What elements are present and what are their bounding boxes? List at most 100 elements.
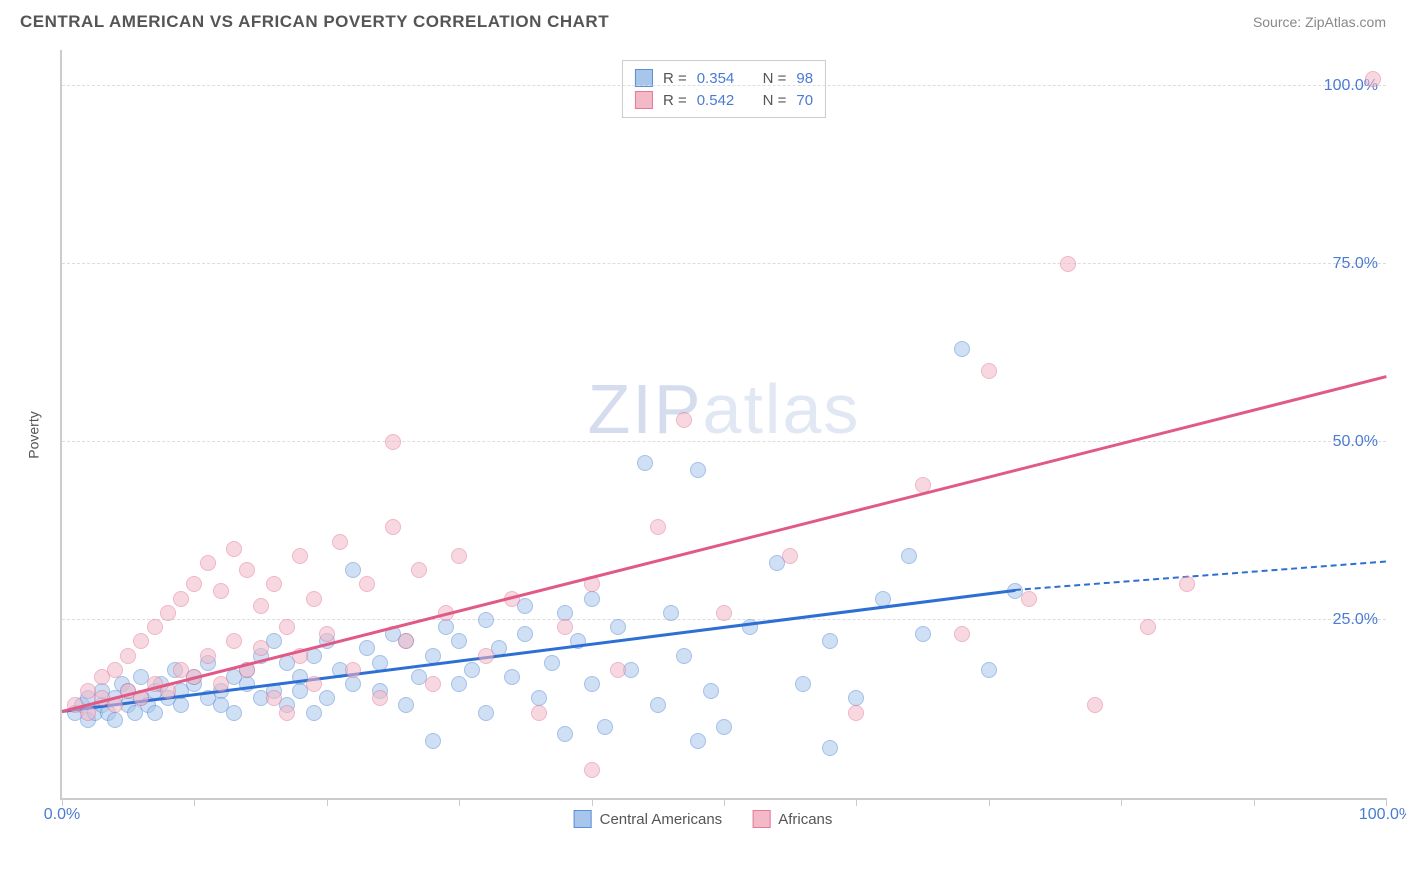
legend-item: Africans (752, 810, 832, 828)
scatter-point (782, 548, 798, 564)
x-tick-label: 100.0% (1359, 806, 1406, 824)
scatter-point (1021, 591, 1037, 607)
scatter-point (359, 640, 375, 656)
gridline (62, 85, 1386, 86)
watermark-zip: ZIP (588, 370, 703, 448)
scatter-point (981, 662, 997, 678)
legend-label: Africans (778, 811, 832, 828)
scatter-point (147, 705, 163, 721)
x-tick (1386, 798, 1387, 806)
chart-title: CENTRAL AMERICAN VS AFRICAN POVERTY CORR… (20, 12, 609, 32)
x-tick (724, 798, 725, 806)
legend-item: Central Americans (574, 810, 723, 828)
scatter-point (610, 662, 626, 678)
scatter-point (1140, 619, 1156, 635)
scatter-point (372, 690, 388, 706)
x-tick (327, 798, 328, 806)
r-label: R = (663, 92, 687, 109)
watermark: ZIPatlas (588, 369, 861, 449)
correlation-stats-box: R =0.354 N =98R =0.542 N =70 (622, 60, 826, 118)
scatter-point (822, 740, 838, 756)
x-tick-label: 0.0% (44, 806, 80, 824)
x-tick (989, 798, 990, 806)
scatter-point (795, 676, 811, 692)
scatter-point (531, 705, 547, 721)
scatter-point (478, 648, 494, 664)
legend-label: Central Americans (600, 811, 723, 828)
scatter-point (147, 619, 163, 635)
scatter-point (848, 705, 864, 721)
chart-header: CENTRAL AMERICAN VS AFRICAN POVERTY CORR… (0, 0, 1406, 40)
scatter-point (173, 591, 189, 607)
x-tick (1254, 798, 1255, 806)
scatter-point (133, 633, 149, 649)
gridline (62, 263, 1386, 264)
scatter-point (306, 676, 322, 692)
scatter-point (107, 662, 123, 678)
scatter-point (1060, 256, 1076, 272)
scatter-point (279, 705, 295, 721)
scatter-point (385, 519, 401, 535)
chart-area: Poverty ZIPatlas R =0.354 N =98R =0.542 … (20, 40, 1386, 830)
scatter-point (1087, 697, 1103, 713)
x-tick (592, 798, 593, 806)
legend-swatch (752, 810, 770, 828)
scatter-point (954, 341, 970, 357)
scatter-point (345, 562, 361, 578)
scatter-point (1365, 71, 1381, 87)
scatter-point (385, 434, 401, 450)
scatter-point (557, 726, 573, 742)
scatter-point (915, 626, 931, 642)
watermark-atlas: atlas (703, 370, 861, 448)
scatter-point (478, 612, 494, 628)
scatter-point (266, 576, 282, 592)
scatter-point (213, 676, 229, 692)
r-value: 0.542 (697, 92, 735, 109)
scatter-point (306, 705, 322, 721)
scatter-point (253, 640, 269, 656)
n-value: 70 (796, 92, 813, 109)
stats-row: R =0.542 N =70 (635, 89, 813, 111)
scatter-point (359, 576, 375, 592)
scatter-point (345, 662, 361, 678)
scatter-point (253, 598, 269, 614)
y-tick-label: 50.0% (1333, 433, 1378, 451)
stats-row: R =0.354 N =98 (635, 67, 813, 89)
scatter-point (332, 534, 348, 550)
scatter-point (517, 626, 533, 642)
scatter-point (703, 683, 719, 699)
scatter-point (398, 697, 414, 713)
scatter-point (650, 697, 666, 713)
scatter-point (663, 605, 679, 621)
scatter-point (239, 562, 255, 578)
scatter-point (319, 690, 335, 706)
trend-line (62, 375, 1387, 712)
scatter-point (610, 619, 626, 635)
scatter-point (279, 619, 295, 635)
scatter-point (901, 548, 917, 564)
gridline (62, 441, 1386, 442)
scatter-point (411, 562, 427, 578)
y-tick-label: 75.0% (1333, 255, 1378, 273)
scatter-point (954, 626, 970, 642)
scatter-point (478, 705, 494, 721)
scatter-point (306, 591, 322, 607)
scatter-point (451, 548, 467, 564)
scatter-point (504, 669, 520, 685)
scatter-point (292, 548, 308, 564)
scatter-point (637, 455, 653, 471)
scatter-point (200, 555, 216, 571)
source-link[interactable]: ZipAtlas.com (1305, 14, 1386, 30)
scatter-point (650, 519, 666, 535)
scatter-point (584, 676, 600, 692)
scatter-point (173, 697, 189, 713)
scatter-point (226, 541, 242, 557)
scatter-point (425, 676, 441, 692)
scatter-point (451, 676, 467, 692)
scatter-point (438, 619, 454, 635)
scatter-point (160, 605, 176, 621)
scatter-point (981, 363, 997, 379)
scatter-point (120, 648, 136, 664)
scatter-point (557, 619, 573, 635)
scatter-point (584, 591, 600, 607)
